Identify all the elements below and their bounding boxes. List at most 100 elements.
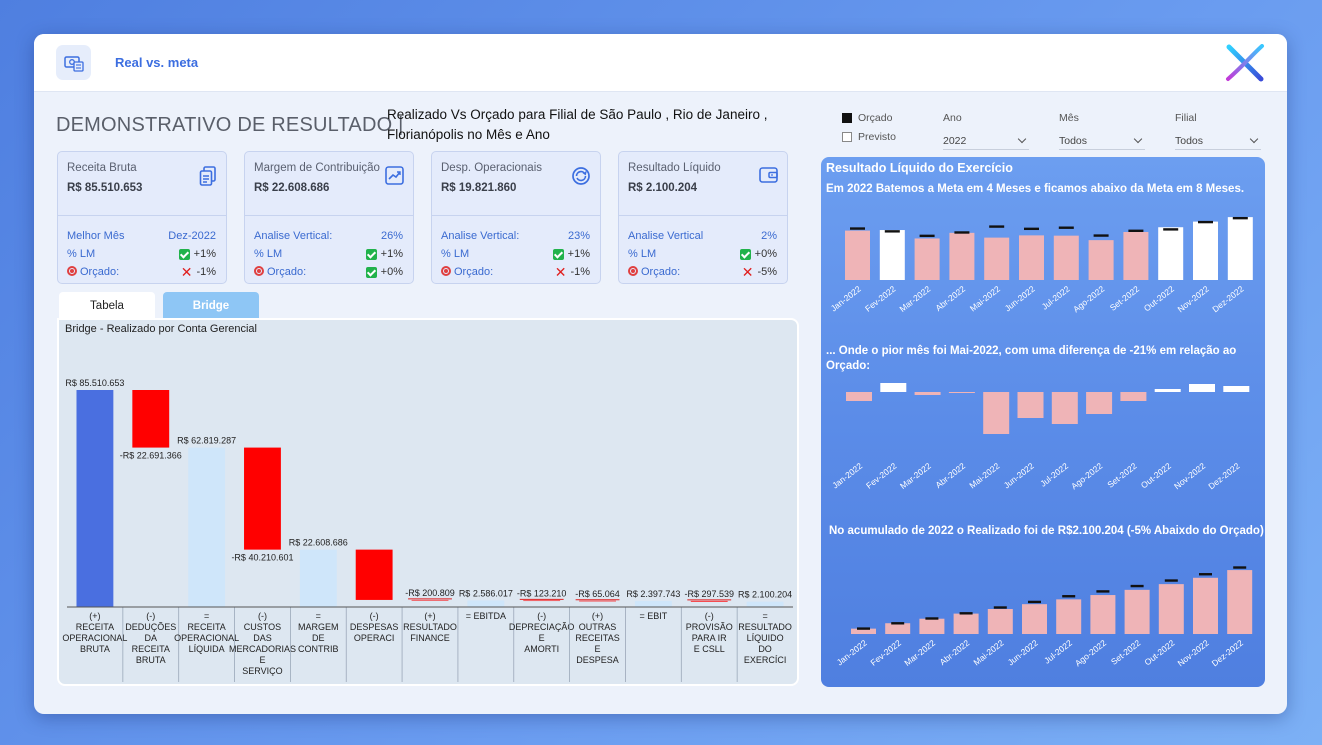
- x-mark-icon: ✕: [180, 263, 193, 280]
- month-label: Dez-2022: [1210, 638, 1245, 669]
- kpi-row-orcado: Orçado: +0%: [254, 266, 403, 278]
- waterfall-bar: [634, 600, 672, 607]
- month-label: Jun-2022: [1006, 638, 1040, 668]
- filter-mes-select[interactable]: Todos: [1059, 134, 1145, 150]
- brand-logo-icon: [1225, 44, 1265, 87]
- waterfall-data-label: R$ 85.510.653: [65, 378, 124, 388]
- kpi-row-lm: % LM +1%: [254, 248, 403, 260]
- bridge-chart: R$ 85.510.653(+)RECEITAOPERACIONALBRUTA-…: [62, 378, 793, 682]
- kpi-row-label: Analise Vertical: [628, 230, 704, 242]
- month-label: Ago-2022: [1073, 638, 1108, 669]
- month-label: Dez-2022: [1210, 284, 1245, 315]
- month-label: Jan-2022: [829, 284, 863, 314]
- accumulated-bar: [885, 623, 911, 634]
- category-label: MERCADORIAS: [229, 644, 296, 654]
- x-mark-icon: ✕: [741, 263, 754, 280]
- app-title: Real vs. meta: [115, 55, 199, 70]
- accumulated-bar: [1193, 577, 1218, 634]
- category-label: PROVISÃO: [686, 622, 733, 632]
- category-label: E: [259, 655, 265, 665]
- orcado-marker: [1058, 226, 1074, 229]
- waterfall-bar: [467, 600, 505, 607]
- difference-bar: [1189, 384, 1215, 392]
- kpi-top: Desp. Operacionais R$ 19.821.860: [432, 152, 600, 216]
- orcado-marker: [850, 227, 865, 230]
- filter-label: Ano: [943, 112, 962, 124]
- difference-bar: [914, 392, 941, 395]
- category-label: (+): [424, 611, 435, 621]
- waterfall-bar: [411, 599, 449, 601]
- month-label: Out-2022: [1142, 638, 1176, 668]
- month-label: Out-2022: [1139, 461, 1173, 491]
- waterfall-data-label: R$ 2.100.204: [738, 590, 792, 600]
- legend-orcado[interactable]: Orçado: [842, 112, 892, 124]
- category-label: E CSLL: [694, 644, 725, 654]
- bridge-panel: Bridge - Realizado por Conta Gerencial R…: [57, 318, 799, 686]
- waterfall-data-label: R$ 2.586.017: [459, 588, 513, 598]
- waterfall-bar: [132, 390, 170, 448]
- orcado-marker: [891, 622, 905, 625]
- waterfall-bar: [76, 390, 114, 607]
- tab-bridge[interactable]: Bridge: [163, 292, 259, 319]
- category-label: AMORTI: [524, 644, 559, 654]
- difference-bar: [1017, 392, 1044, 418]
- orcado-marker: [1062, 595, 1076, 598]
- filter-value: Todos: [1059, 135, 1088, 147]
- kpi-row-vertical: Analise Vertical: 26%: [254, 230, 403, 242]
- category-label: (+): [592, 611, 603, 621]
- category-label: = EBIT: [640, 611, 668, 621]
- kpi-row-label: % LM: [441, 248, 470, 260]
- month-label: Dez-2022: [1206, 461, 1241, 492]
- category-label: DEPRECIAÇÃO: [509, 622, 575, 632]
- legend-previsto[interactable]: Previsto: [842, 131, 896, 143]
- panel-text-worst-month: ... Onde o pior mês foi Mai-2022, com um…: [826, 345, 1237, 372]
- check-icon: [739, 248, 751, 260]
- monthly-bar: [1088, 240, 1114, 280]
- category-label: FINANCE: [410, 633, 450, 643]
- kpi-row-label: Orçado:: [641, 266, 681, 278]
- check-icon: [552, 248, 564, 260]
- kpi-row-lm: % LM +1%: [441, 248, 590, 260]
- trend-chart-icon: [385, 166, 404, 190]
- difference-bar: [948, 392, 975, 393]
- orcado-marker: [919, 234, 935, 238]
- check-icon: [365, 248, 377, 260]
- monthly-bar: [879, 230, 905, 280]
- kpi-row-value: 23%: [567, 230, 590, 242]
- waterfall-bar: [355, 549, 393, 600]
- kpi-row-vertical: Analise Vertical 2%: [628, 230, 777, 242]
- target-icon: [441, 266, 451, 276]
- category-label: BRUTA: [80, 644, 110, 654]
- subtitle-line-2: Florianópolis no Mês e Ano: [387, 127, 550, 142]
- waterfall-bar: [188, 447, 226, 607]
- category-label: (-): [258, 611, 267, 621]
- category-label: LÍQUIDO: [747, 633, 784, 643]
- waterfall-data-label: R$ 2.397.743: [626, 589, 680, 599]
- kpi-value: R$ 85.510.653: [67, 182, 143, 194]
- monthly-bar: [984, 237, 1010, 280]
- category-label: PARA IR: [692, 633, 727, 643]
- waterfall-data-label: -R$ 22.691.366: [120, 451, 182, 461]
- filter-filial-select[interactable]: Todos: [1175, 134, 1261, 150]
- month-label: Set-2022: [1105, 461, 1139, 490]
- month-label: Mai-2022: [968, 284, 1002, 314]
- filter-value: Todos: [1175, 135, 1204, 147]
- waterfall-bar: [523, 600, 561, 602]
- category-label: RESULTADO: [403, 622, 457, 632]
- month-label: Jul-2022: [1042, 638, 1074, 666]
- wallet-icon: [759, 166, 778, 189]
- panel-text-meta: Em 2022 Batemos a Meta em 4 Meses e fica…: [826, 183, 1245, 195]
- category-label: (-): [537, 611, 546, 621]
- orcado-marker: [1164, 579, 1178, 582]
- check-icon: [178, 248, 190, 260]
- kpi-card-despesas: Desp. Operacionais R$ 19.821.860 Analise…: [431, 151, 601, 284]
- filter-value: 2022: [943, 135, 967, 147]
- category-label: (-): [146, 611, 155, 621]
- legend-label: Previsto: [858, 131, 896, 143]
- money-icon[interactable]: [56, 45, 91, 80]
- orcado-marker: [954, 231, 970, 234]
- tab-tabela[interactable]: Tabela: [59, 292, 155, 319]
- kpi-row-orcado: Orçado: ✕ -5%: [628, 263, 777, 280]
- kpi-row-value: +0%: [380, 266, 403, 278]
- filter-ano-select[interactable]: 2022: [943, 134, 1029, 150]
